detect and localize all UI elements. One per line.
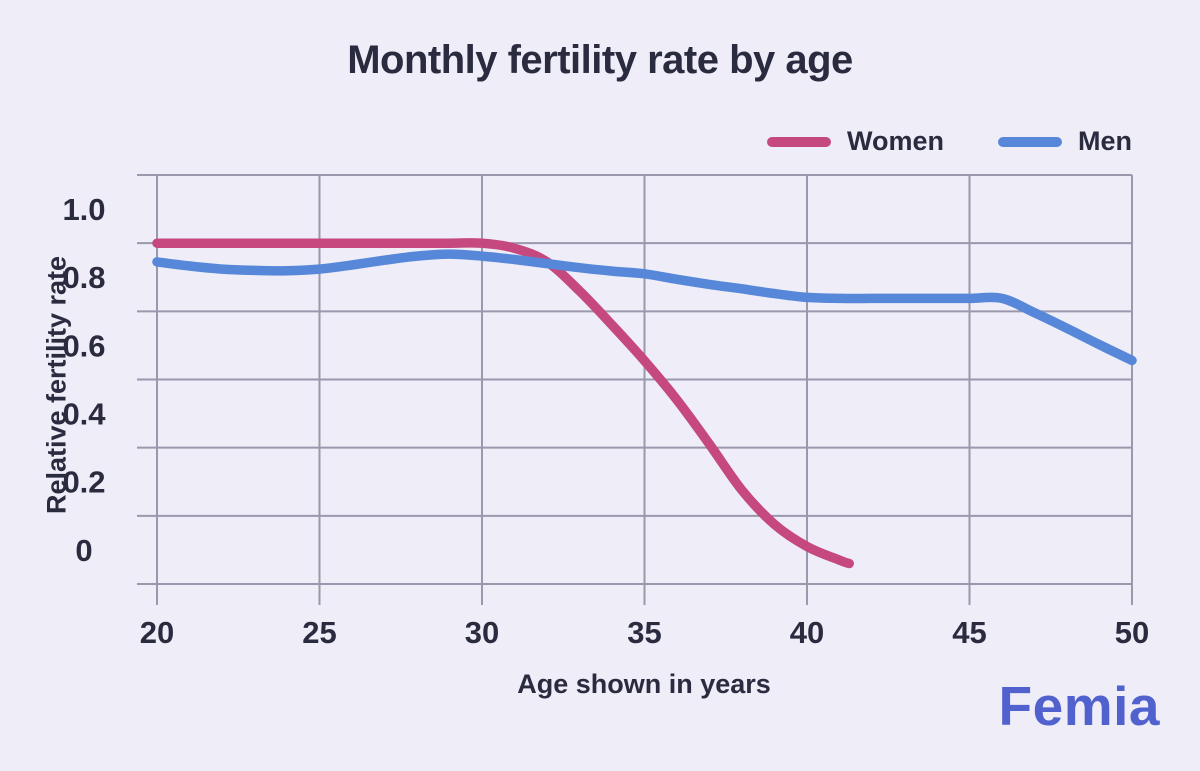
chart-title: Monthly fertility rate by age: [347, 38, 853, 82]
y-axis-title: Relative fertility rate: [41, 255, 72, 515]
y-tick-label: 0.2: [62, 465, 105, 500]
x-axis-title: Age shown in years: [517, 669, 771, 699]
x-tick-label: 50: [1115, 615, 1149, 650]
x-tick-label: 35: [627, 615, 661, 650]
y-tick-label: 1.0: [62, 192, 105, 227]
men-line: [152, 249, 1137, 366]
legend: Women Men: [766, 126, 1132, 157]
y-tick-label: 0.8: [62, 260, 105, 295]
x-tick-label: 20: [140, 615, 174, 650]
legend-label-men: Men: [1078, 126, 1132, 156]
legend-swatch-men: [998, 136, 1062, 147]
x-tick-label: 25: [302, 615, 336, 650]
legend-swatch-women: [766, 136, 831, 147]
y-tick-label: 0.6: [62, 328, 105, 363]
y-tick-label: 0.4: [62, 396, 106, 431]
y-tick-label: 0: [75, 533, 92, 568]
x-tick-label: 45: [952, 615, 986, 650]
legend-label-women: Women: [846, 126, 944, 156]
femia-logo: Femia: [998, 675, 1160, 737]
x-tick-label: 30: [465, 615, 499, 650]
x-tick-label: 40: [790, 615, 824, 650]
women-line: [152, 238, 854, 569]
